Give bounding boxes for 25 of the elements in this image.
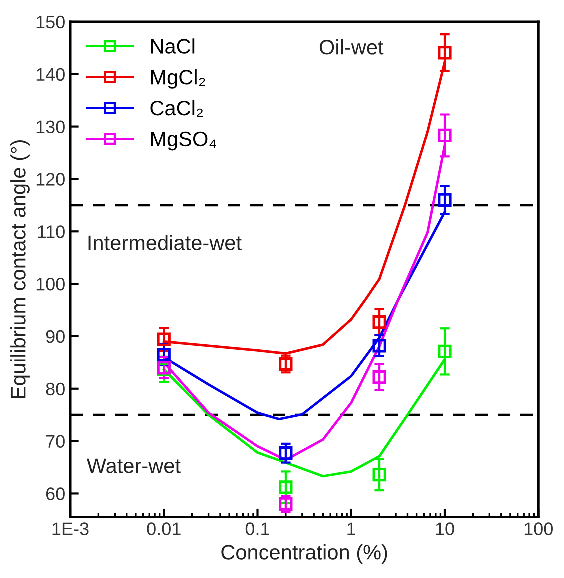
legend-label: MgSO₄ <box>151 132 216 151</box>
y-tick-label: 70 <box>46 435 65 448</box>
x-tick-label: 1E-3 <box>52 522 89 536</box>
x-tick-label: 0.1 <box>246 522 270 536</box>
y-tick-label: 80 <box>46 382 65 396</box>
annotation: Intermediate-wet <box>88 235 242 250</box>
y-tick-label: 120 <box>36 173 65 186</box>
x-tick-label: 100 <box>524 522 553 536</box>
x-axis-title: Concentration (%) <box>222 544 388 564</box>
y-tick-label: 130 <box>36 120 65 134</box>
y-axis-title: Equilibrium contact angle (°) <box>10 140 30 398</box>
annotation: Water-wet <box>86 458 181 474</box>
x-tick-label: 10 <box>436 522 454 536</box>
x-tick-label: 1 <box>348 522 356 536</box>
y-tick-label: 110 <box>38 226 65 238</box>
legend-label: CaCl₂ <box>150 100 204 118</box>
legend-label: NaCl <box>151 38 195 54</box>
y-tick-label: 90 <box>46 330 65 344</box>
x-tick-label: 0.01 <box>147 522 181 536</box>
legend-label: MgCl₂ <box>151 70 206 89</box>
annotation: Oil-wet <box>320 40 384 55</box>
y-tick-label: 150 <box>36 16 65 29</box>
y-tick-label: 60 <box>46 488 65 500</box>
y-tick-label: 140 <box>36 68 65 82</box>
y-tick-label: 100 <box>36 278 65 291</box>
